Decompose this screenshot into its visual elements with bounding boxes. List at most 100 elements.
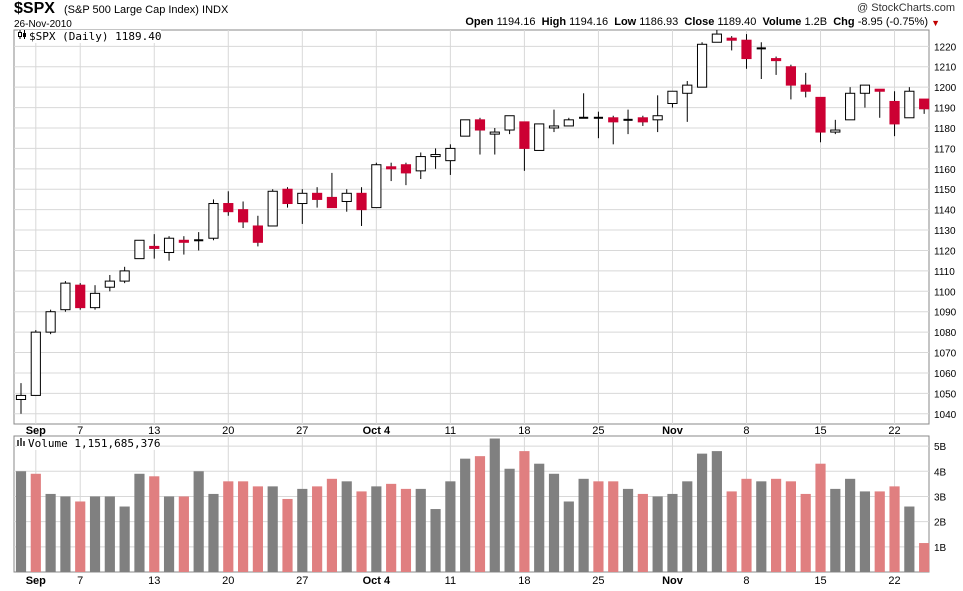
candle-body [489, 131, 500, 135]
candle-body [756, 47, 766, 50]
x-tick-label: Nov [662, 425, 684, 437]
x-tick-label: 15 [814, 575, 826, 587]
candle-body [89, 292, 101, 309]
candle-body [741, 39, 752, 60]
symbol: $SPX [14, 0, 55, 17]
price-tick-label: 1130 [934, 226, 956, 237]
low-label: Low [614, 16, 637, 28]
candle-body [874, 88, 885, 92]
price-panel: 1040 1050 1060 1070 1080 1090 1100 1110 1120 1130… [13, 29, 957, 425]
volume-bar [874, 491, 885, 572]
volume-bar [149, 476, 160, 572]
candle-body [830, 129, 841, 133]
candle-body [519, 121, 530, 149]
x-tick-label: 13 [148, 425, 160, 437]
volume-tick-label: 4B [934, 467, 947, 478]
candle-body [548, 125, 560, 129]
credit-link[interactable]: @ StockCharts.com [857, 2, 955, 14]
x-tick-label: Oct 4 [363, 425, 391, 437]
candle-body [208, 203, 219, 239]
price-tick-label: 1120 [934, 246, 956, 257]
volume-bar [622, 488, 634, 572]
volume-bar [756, 481, 767, 572]
price-panel-frame [13, 29, 930, 425]
volume-tick-label: 5B [934, 442, 947, 453]
volume-bar [45, 493, 56, 572]
volume-bar [652, 496, 663, 572]
candle-body [579, 116, 589, 119]
candle-body [652, 115, 663, 121]
candle-body [371, 164, 382, 209]
volume-bar [326, 478, 338, 572]
candle-body [415, 156, 426, 172]
volume-bar [593, 481, 604, 572]
volume-bar [682, 481, 693, 572]
volume-bar [134, 473, 145, 572]
x-tick-label: 13 [148, 575, 160, 587]
chg-value: -8.95 (-0.75%) [857, 16, 928, 28]
price-tick-label: 1040 [934, 410, 957, 421]
high-value: 1194.16 [569, 16, 609, 28]
volume-bar [341, 481, 352, 572]
x-tick-label: 8 [743, 425, 749, 437]
candle-body [504, 115, 515, 131]
volume-bar [534, 463, 545, 572]
volume-bar [312, 486, 323, 572]
volume-bar [696, 453, 708, 572]
candle-body [341, 192, 352, 202]
candle-body [534, 123, 545, 151]
volume-bar [15, 471, 27, 572]
close-label: Close [684, 16, 715, 28]
quote-summary: Open 1194.16 High 1194.16 Low 1186.93 Cl… [465, 16, 940, 28]
volume-value: 1.2B [804, 16, 828, 28]
candle-body [623, 118, 633, 121]
volume-bar [489, 438, 500, 572]
volume-bar [163, 496, 175, 572]
candle-body [667, 90, 678, 104]
volume-bar [904, 506, 915, 572]
index-name: (S&P 500 Large Cap Index) [64, 4, 199, 16]
price-tick-label: 1070 [934, 349, 957, 360]
x-tick-label: 11 [445, 575, 456, 587]
volume-bar [104, 496, 115, 572]
volume-bar [578, 478, 589, 572]
candle-body [223, 203, 234, 213]
candle-body [119, 270, 130, 282]
candle-body [252, 225, 263, 243]
volume-bar [726, 491, 737, 572]
candle-body [30, 331, 41, 396]
candle-body [845, 92, 856, 121]
x-tick-label: Sep [26, 575, 46, 587]
candle-body [696, 43, 708, 88]
candle-body [15, 394, 27, 401]
x-tick-label: 25 [592, 425, 604, 437]
volume-bar [386, 483, 397, 572]
candle-body [460, 119, 471, 137]
x-tick-label: 7 [77, 425, 83, 437]
volume-bar [267, 486, 278, 572]
price-tick-label: 1050 [934, 389, 957, 400]
open-value: 1194.16 [496, 16, 536, 28]
candle-body [312, 192, 323, 200]
x-tick-label: 18 [518, 575, 530, 587]
high-label: High [541, 16, 567, 28]
price-tick-label: 1220 [934, 42, 957, 53]
symbol-description: (S&P 500 Large Cap Index) INDX [64, 4, 228, 16]
volume-bar [297, 488, 308, 572]
volume-bar [519, 451, 530, 572]
price-tick-label: 1060 [934, 369, 957, 380]
candle-body [297, 192, 308, 205]
candle-body [178, 239, 189, 243]
volume-bar [282, 498, 293, 572]
volume-bar [845, 478, 856, 572]
price-tick-label: 1090 [934, 308, 957, 319]
volume-bar [667, 493, 678, 572]
price-legend: $SPX (Daily) 1189.40 [18, 30, 162, 43]
price-tick-label: 1160 [934, 165, 956, 176]
candle-body [726, 37, 737, 41]
x-tick-label: Nov [662, 575, 684, 587]
open-label: Open [465, 16, 494, 28]
candle-body [637, 117, 648, 123]
candle-body [815, 96, 826, 133]
volume-legend-text: Volume 1,151,685,376 [28, 437, 161, 450]
